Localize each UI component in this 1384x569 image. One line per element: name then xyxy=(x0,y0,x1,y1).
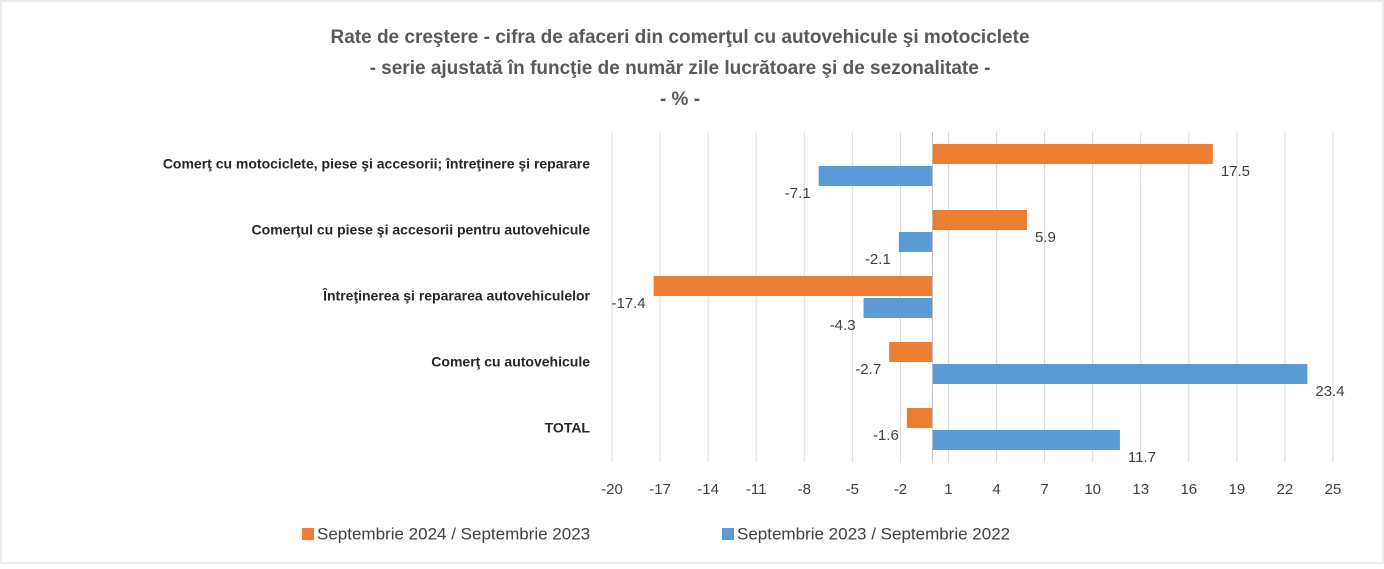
bar xyxy=(889,342,933,362)
value-label: 5.9 xyxy=(1035,229,1056,246)
legend-swatch xyxy=(722,528,734,540)
x-tick-label: -20 xyxy=(601,481,623,498)
value-label: -2.7 xyxy=(855,361,881,378)
bar xyxy=(898,232,933,252)
chart-title: - serie ajustată în funcţie de număr zil… xyxy=(370,58,991,79)
bar xyxy=(932,364,1308,384)
x-tick-label: 7 xyxy=(1040,481,1048,498)
chart-title: - % - xyxy=(660,89,700,110)
bar xyxy=(818,166,933,186)
x-tick-label: 13 xyxy=(1132,481,1149,498)
bar xyxy=(932,144,1213,164)
legend-swatch xyxy=(302,528,314,540)
x-tick-label: 16 xyxy=(1180,481,1197,498)
value-label: -17.4 xyxy=(611,295,645,312)
x-tick-label: -2 xyxy=(894,481,907,498)
bar xyxy=(906,408,933,428)
legend-label: Septembrie 2023 / Septembrie 2022 xyxy=(737,524,1010,543)
x-tick-label: 22 xyxy=(1277,481,1294,498)
value-label: -2.1 xyxy=(865,251,891,268)
x-tick-label: 4 xyxy=(992,481,1000,498)
value-label: 23.4 xyxy=(1315,383,1344,400)
chart-title: Rate de creştere - cifra de afaceri din … xyxy=(330,27,1029,48)
bar xyxy=(653,276,933,296)
x-tick-label: 25 xyxy=(1325,481,1342,498)
bar xyxy=(932,210,1027,230)
category-label: Comerţ cu motociclete, piese şi accesori… xyxy=(163,156,590,172)
value-label: 11.7 xyxy=(1128,449,1156,466)
bar xyxy=(932,430,1120,450)
x-tick-label: 19 xyxy=(1229,481,1246,498)
x-tick-label: -14 xyxy=(697,481,719,498)
bar xyxy=(863,298,933,318)
value-label: -7.1 xyxy=(785,185,811,202)
legend-label: Septembrie 2024 / Septembrie 2023 xyxy=(317,524,590,543)
value-label: -1.6 xyxy=(873,427,899,444)
category-label: Comerţ cu autovehicule xyxy=(431,354,590,370)
category-label: TOTAL xyxy=(545,420,591,436)
category-label: Comerţul cu piese şi accesorii pentru au… xyxy=(252,222,591,238)
x-tick-label: -17 xyxy=(649,481,671,498)
x-tick-label: -11 xyxy=(746,481,767,498)
x-tick-label: -5 xyxy=(846,481,859,498)
value-label: -4.3 xyxy=(830,317,856,334)
x-tick-label: 10 xyxy=(1084,481,1101,498)
x-tick-label: 1 xyxy=(944,481,952,498)
value-label: 17.5 xyxy=(1221,163,1250,180)
x-tick-label: -8 xyxy=(798,481,811,498)
category-label: Întreţinerea şi repararea autovehiculelo… xyxy=(322,287,590,304)
